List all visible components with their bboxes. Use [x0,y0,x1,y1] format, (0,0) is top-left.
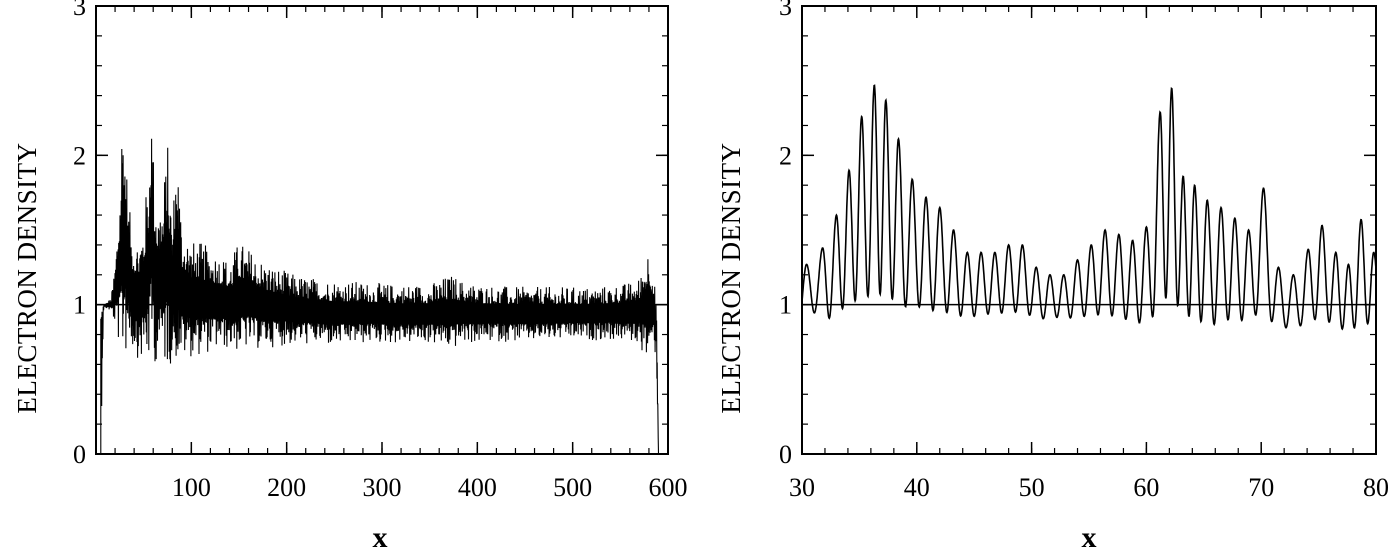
plot-frame [801,5,1377,455]
density-trace-zoom [801,84,1377,331]
y-tick-label: 2 [73,141,86,170]
x-tick-label: 400 [458,473,497,502]
x-tick-labels: 30 40 50 60 70 80 [789,473,1389,502]
density-line [100,138,660,455]
axis-ticks [801,5,1377,455]
x-tick-label: 70 [1248,473,1274,502]
y-tick-label: 3 [73,0,86,21]
x-tick-label: 40 [904,473,930,502]
y-tick-label: 1 [73,291,86,320]
x-axis-label: x [1082,521,1097,553]
density-line [801,84,1377,331]
x-tick-labels: 100 200 300 400 500 600 [172,473,688,502]
x-tick-label: 80 [1363,473,1389,502]
x-tick-label: 300 [363,473,402,502]
y-tick-labels: 0 1 2 3 [779,0,792,469]
density-plot-zoom: 30 40 50 60 70 80 0 1 2 3 x ELECTRON DENSITY [716,0,1389,553]
x-tick-label: 50 [1019,473,1045,502]
x-axis-label: x [373,521,388,553]
y-tick-label: 0 [779,440,792,469]
x-tick-label: 100 [172,473,211,502]
y-tick-label: 3 [779,0,792,21]
x-tick-label: 60 [1133,473,1159,502]
density-trace-full [100,138,660,455]
x-tick-label: 500 [553,473,592,502]
y-axis-label: ELECTRON DENSITY [12,142,42,413]
y-axis-label: ELECTRON DENSITY [716,142,746,413]
x-tick-label: 30 [789,473,815,502]
x-tick-label: 600 [649,473,688,502]
density-plot-full-range: 100 200 300 400 500 600 0 1 2 3 x ELECTRON DENSI… [12,0,688,553]
y-tick-label: 1 [779,291,792,320]
y-tick-labels: 0 1 2 3 [73,0,86,469]
y-tick-label: 0 [73,440,86,469]
axis-ticks [95,5,669,455]
y-tick-label: 2 [779,141,792,170]
x-tick-label: 200 [267,473,306,502]
plot-frame [95,5,669,455]
